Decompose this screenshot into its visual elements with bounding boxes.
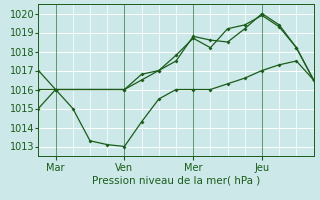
- X-axis label: Pression niveau de la mer( hPa ): Pression niveau de la mer( hPa ): [92, 176, 260, 186]
